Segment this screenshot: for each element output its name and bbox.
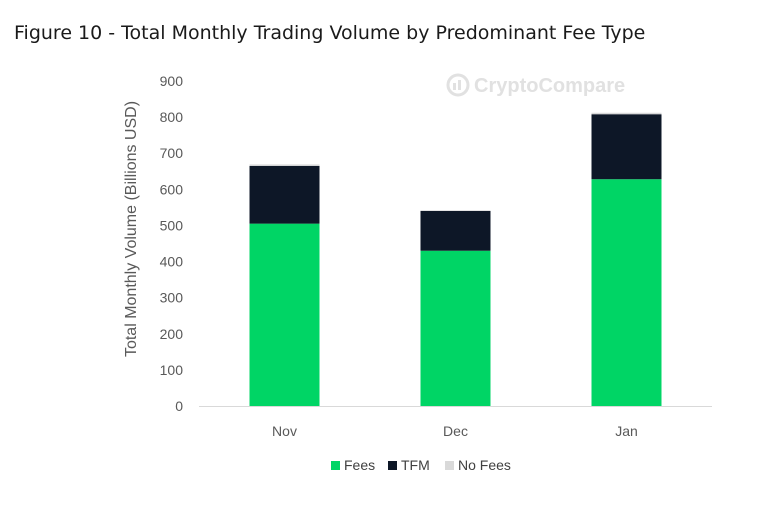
bar-dec-fees: [420, 250, 491, 406]
watermark-text: CryptoCompare: [474, 75, 625, 97]
watermark: CryptoCompare: [446, 73, 625, 97]
bar-nov-tfm: [249, 165, 320, 224]
x-tick-label: Nov: [272, 423, 297, 439]
bar-jan-no-fees: [591, 112, 662, 115]
y-tick-label: 200: [160, 326, 184, 342]
y-axis-title: Total Monthly Volume (Billions USD): [123, 101, 140, 357]
y-tick-label: 0: [175, 398, 183, 414]
bars: [249, 112, 662, 406]
bar-jan-tfm: [591, 114, 662, 180]
y-tick-label: 600: [160, 181, 184, 197]
x-tick-label: Dec: [443, 423, 468, 439]
cryptocompare-logo-icon: [446, 73, 470, 97]
y-tick-label: 900: [160, 73, 184, 89]
x-axis: Nov Dec Jan: [272, 423, 638, 439]
bar-nov-no-fees: [249, 164, 320, 166]
y-tick-label: 800: [160, 109, 184, 125]
legend-label: No Fees: [458, 457, 511, 473]
legend: Fees TFM No Fees: [331, 457, 511, 473]
legend-swatch: [331, 461, 340, 470]
y-tick-label: 700: [160, 145, 184, 161]
bar-jan-fees: [591, 179, 662, 406]
bar-dec-no-fees: [420, 210, 491, 211]
legend-label: Fees: [344, 457, 375, 473]
legend-label: TFM: [401, 457, 430, 473]
x-tick-label: Jan: [615, 423, 638, 439]
y-tick-label: 100: [160, 362, 184, 378]
legend-swatch: [388, 461, 397, 470]
y-tick-label: 300: [160, 290, 184, 306]
y-tick-label: 500: [160, 217, 184, 233]
y-axis: 0 100 200 300 400 500 600 700 800 900: [160, 73, 184, 414]
y-tick-label: 400: [160, 254, 184, 270]
bar-dec-tfm: [420, 211, 491, 251]
legend-swatch: [445, 461, 454, 470]
chart-title: Figure 10 - Total Monthly Trading Volume…: [14, 22, 646, 44]
bar-nov-fees: [249, 223, 320, 406]
